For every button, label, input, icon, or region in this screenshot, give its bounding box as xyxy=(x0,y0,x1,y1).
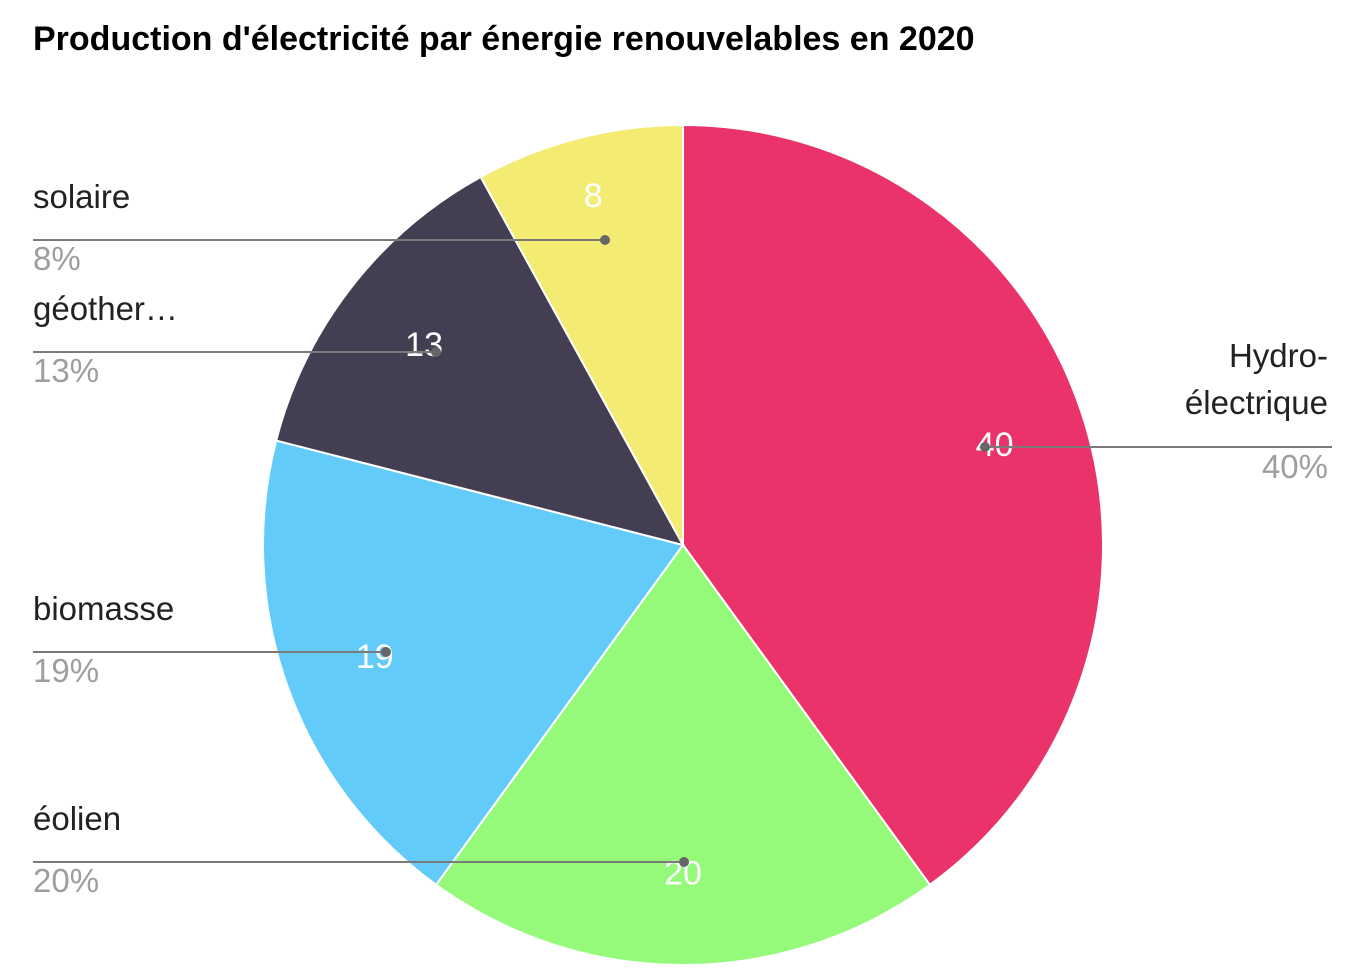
category-label-eolien: éolien xyxy=(33,800,121,837)
leader-dot-biomasse xyxy=(381,647,391,657)
pie-slice-solaire[interactable] xyxy=(479,123,684,546)
leader-dot-eolien xyxy=(679,857,689,867)
percent-label-hydro: 40% xyxy=(1262,448,1328,485)
leader-dot-hydro xyxy=(980,442,990,452)
pie-slice-biomasse[interactable] xyxy=(262,439,685,887)
pie-slice-hydro[interactable] xyxy=(682,123,1104,887)
percent-label-solaire: 8% xyxy=(33,240,81,277)
leader-dot-solaire xyxy=(600,235,610,245)
pie-slice-eolien[interactable] xyxy=(434,543,932,966)
pie-slice-geothermie[interactable] xyxy=(274,175,685,547)
category-label-geothermie: géother… xyxy=(33,290,178,327)
category-label-solaire: solaire xyxy=(33,178,130,215)
percent-label-biomasse: 19% xyxy=(33,652,99,689)
chart-title: Production d'électricité par énergie ren… xyxy=(33,20,975,58)
category-label-hydro: Hydro- xyxy=(1229,337,1328,374)
percent-label-geothermie: 13% xyxy=(33,352,99,389)
leader-dot-geothermie xyxy=(431,347,441,357)
data-label-solaire: 8 xyxy=(584,177,603,215)
category-label-hydro: électrique xyxy=(1185,384,1328,421)
percent-label-eolien: 20% xyxy=(33,862,99,899)
data-label-geothermie: 13 xyxy=(405,326,443,364)
category-label-biomasse: biomasse xyxy=(33,590,174,627)
data-label-biomasse: 19 xyxy=(356,638,394,676)
